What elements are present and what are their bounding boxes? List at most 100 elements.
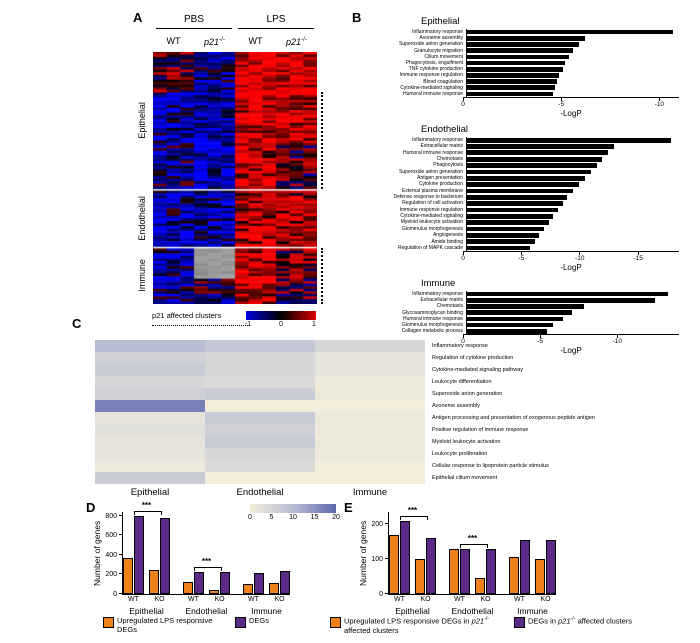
go-term-label: Extracellular matrix [420, 143, 463, 150]
c-heatmap-cell [95, 448, 205, 460]
c-row-label: Leukocyte proliferation [432, 451, 488, 457]
x-axis-tick-label: -15 [633, 255, 643, 263]
c-heatmap-cell [95, 424, 205, 436]
go-term-label: Phagocytosis, engulfment [405, 59, 463, 66]
c-heatmap-cell [315, 400, 425, 412]
row-group-label-epithelial: Epithelial [137, 102, 147, 139]
c-row-label: Cellular response to lipoprotein particl… [432, 463, 549, 469]
y-axis-tick [119, 593, 123, 594]
legend-swatch [514, 617, 525, 628]
go-term-label: Inflammatory response [412, 137, 463, 143]
c-row-label: Leukocyte differentiation [432, 379, 492, 385]
go-term-bar-track [466, 200, 683, 207]
y-axis-tick-label: 600 [105, 532, 117, 540]
gene-count-bar [194, 571, 204, 594]
y-axis-tick-label: 100 [371, 556, 383, 564]
significance-bracket [399, 515, 428, 520]
go-term-bar-track [466, 66, 683, 73]
go-term-bar-track [466, 225, 683, 233]
gene-count-bar [134, 515, 144, 594]
y-axis-tick-label: 0 [113, 591, 117, 598]
go-term-bar [467, 60, 566, 66]
gene-count-bar [209, 590, 219, 594]
go-term-row: Blood coagulation [363, 78, 697, 85]
go-term-label: Chemotaxis [436, 156, 463, 163]
go-term-row: Axoneme assembly [363, 35, 697, 42]
go-term-label: Inflammatory response [412, 291, 463, 297]
c-heatmap-cell [95, 340, 205, 352]
c-colorbar-gradient [250, 504, 336, 513]
go-term-bar [467, 91, 554, 97]
legend-label: DEGs in p21-/- affected clusters [528, 616, 633, 626]
x-axis-tick [462, 335, 464, 339]
gene-count-bar [160, 517, 170, 594]
go-term-bar [467, 226, 545, 232]
heatmap-column-label: WT [166, 36, 181, 46]
go-term-label: Phagocytosis [433, 162, 463, 169]
go-term-row: Cytokine-mediated signaling [363, 213, 697, 220]
c-row-label: Inflammatory response [432, 343, 488, 349]
chart-title: Immune [421, 278, 456, 289]
go-term-bar [467, 175, 585, 181]
x-tick-label: KO [540, 596, 551, 603]
heatmap-column-label: p21-/- [204, 36, 225, 47]
go-term-label: Glomerulus morphogenesis [401, 225, 463, 232]
c-heatmap-cell [315, 352, 425, 364]
go-term-label: Blood coagulation [423, 78, 463, 85]
c-heatmap-cell [315, 424, 425, 436]
gene-count-bar [486, 548, 496, 594]
go-term-bar-track [466, 244, 683, 252]
go-term-row: Glycosaminoglycan binding [363, 309, 697, 316]
go-term-label: Cytokine-mediated signaling [400, 213, 463, 220]
c-heatmap-cell [315, 364, 425, 376]
go-term-row: External plasma membrane [363, 187, 697, 195]
legend-item: Upregulated LPS responsive DEGs in p21-/… [330, 616, 504, 635]
c-heatmap-cell [95, 472, 205, 484]
y-axis-tick-label: 200 [371, 521, 383, 529]
go-term-row: Cytokine production [363, 181, 697, 188]
go-term-bar-track [466, 213, 683, 220]
gene-count-bar [254, 573, 264, 594]
x-tick-label: KO [154, 596, 165, 603]
panel-c-colorbar: 0 5 10 15 20 [248, 504, 340, 521]
gene-count-bar [269, 583, 279, 594]
row-group-label-endothelial: Endothelial [137, 196, 147, 241]
go-term-bar-track [466, 137, 683, 144]
x-axis: 0 -5 -10 [461, 334, 679, 346]
go-term-row: Inflammatory response [363, 137, 697, 144]
go-term-bar [467, 29, 674, 35]
x-axis: 0 -5 -10 -15 [461, 251, 679, 263]
colorbar-tick-min: -1 [244, 321, 252, 328]
gene-count-bar [123, 557, 133, 594]
go-term-bar [467, 48, 574, 53]
go-term-bar [467, 137, 672, 143]
go-term-label: Amide binding [431, 238, 463, 245]
go-term-row: Superoxide anion generation [363, 41, 697, 48]
y-axis-tick-label: 400 [105, 551, 117, 559]
y-axis-tick [385, 558, 389, 560]
go-term-bar-track [466, 175, 683, 182]
gene-count-bar [546, 539, 556, 594]
panel-b-label: B [352, 10, 362, 25]
go-term-row: Antigen presentation [363, 175, 697, 182]
heatmap-column-label: p21-/- [286, 36, 307, 47]
go-term-bar [467, 156, 603, 162]
panel-c-heatmap [95, 340, 425, 484]
x-axis-tick-label: -10 [612, 338, 622, 346]
affected-clusters-dotted-line [152, 325, 248, 326]
x-tick-label: WT [514, 596, 525, 603]
go-term-row: Extracellular matrix [363, 297, 697, 304]
go-term-row: Inflammatory response [363, 29, 697, 36]
x-tick-label: WT [394, 596, 405, 603]
go-term-row: Regulation of MAPK cascade [363, 244, 697, 252]
go-term-bar-track [466, 162, 683, 169]
gene-count-bar [475, 578, 485, 594]
legend-item: DEGs in p21-/- affected clusters [514, 616, 632, 628]
go-term-label: TNF cytokine production [408, 66, 463, 73]
go-term-bar-track [466, 47, 683, 54]
x-tick-label: WT [248, 596, 259, 603]
x-axis-tick-label: -5 [518, 255, 525, 263]
gene-count-bar [149, 569, 159, 594]
go-term-bar [467, 188, 574, 194]
